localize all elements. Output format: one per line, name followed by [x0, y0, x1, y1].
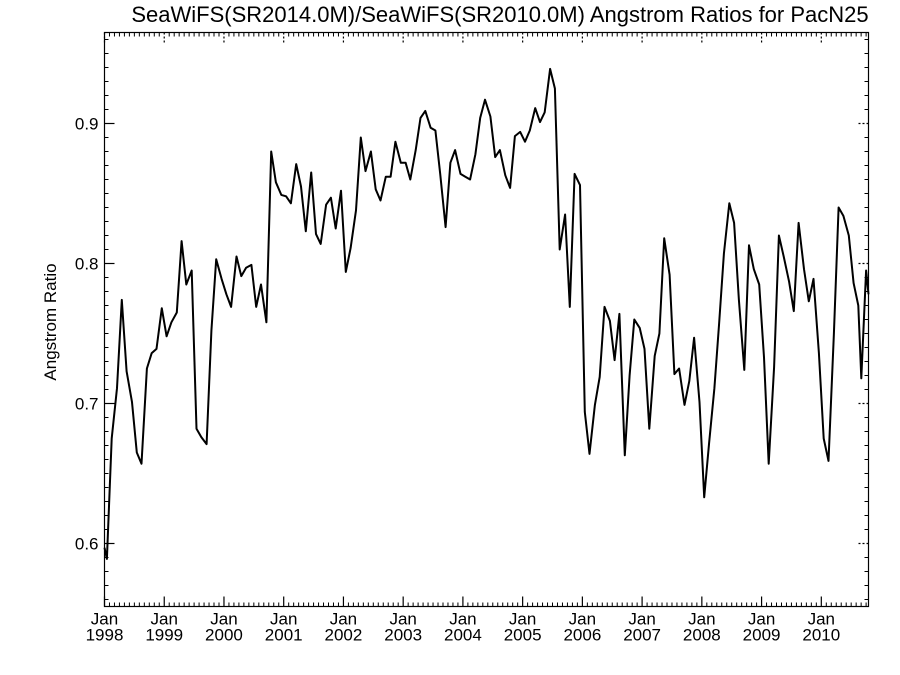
- x-tick-month: Jan: [151, 610, 178, 629]
- x-tick-year: 2005: [504, 626, 542, 645]
- x-tick-month: Jan: [569, 610, 596, 629]
- x-axis: Jan1998Jan1999Jan2000Jan2001Jan2002Jan20…: [86, 32, 840, 645]
- x-tick-month: Jan: [688, 610, 715, 629]
- x-tick-month: Jan: [808, 610, 835, 629]
- series-line: [103, 67, 870, 560]
- x-tick-year: 2002: [325, 626, 363, 645]
- x-tick-year: 2004: [444, 626, 482, 645]
- y-tick-label: 0.7: [75, 395, 99, 414]
- x-tick-year: 2001: [265, 626, 303, 645]
- y-axis: 0.6 0.7 0.8 0.9: [75, 115, 869, 554]
- x-tick-year: 2003: [384, 626, 422, 645]
- y-tick-label: 0.6: [75, 535, 99, 554]
- y-tick-label: 0.9: [75, 115, 99, 134]
- x-tick-month: Jan: [330, 610, 357, 629]
- x-tick-year: 2000: [205, 626, 243, 645]
- x-tick-month: Jan: [748, 610, 775, 629]
- x-tick-month: Jan: [628, 610, 655, 629]
- plot-frame: [103, 31, 870, 608]
- x-tick-month: Jan: [91, 610, 118, 629]
- x-tick-year: 2006: [563, 626, 601, 645]
- x-tick-month: Jan: [389, 610, 416, 629]
- x-tick-year: 2008: [683, 626, 721, 645]
- x-tick-month: Jan: [449, 610, 476, 629]
- x-tick-year: 2010: [802, 626, 840, 645]
- x-tick-year: 1999: [145, 626, 183, 645]
- x-tick-month: Jan: [509, 610, 536, 629]
- x-tick-year: 2009: [743, 626, 781, 645]
- chart-title: SeaWiFS(SR2014.0M)/SeaWiFS(SR2010.0M) An…: [131, 2, 869, 27]
- x-tick-month: Jan: [270, 610, 297, 629]
- x-tick-year: 1998: [86, 626, 124, 645]
- y-axis-title: Angstrom Ratio: [41, 263, 60, 380]
- y-tick-label: 0.8: [75, 255, 99, 274]
- x-tick-year: 2007: [623, 626, 661, 645]
- minor-ticks: [104, 32, 869, 607]
- x-tick-month: Jan: [210, 610, 237, 629]
